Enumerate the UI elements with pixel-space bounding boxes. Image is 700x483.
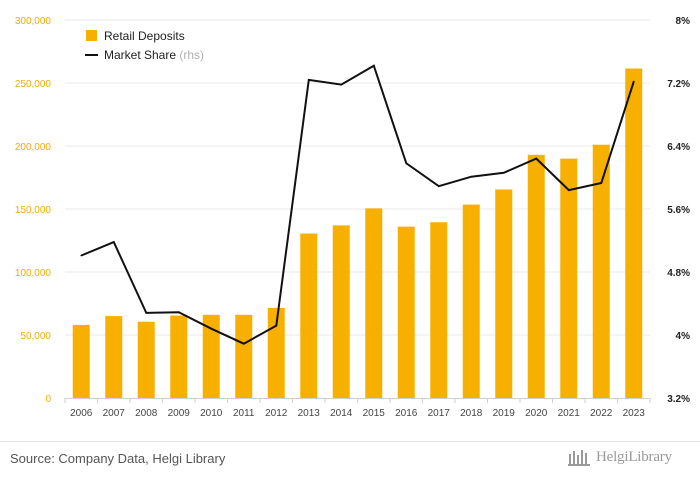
- chart: 0 50,000 100,000 150,000 200,000 250,000 300,0…: [15, 16, 690, 419]
- x-tick-label: 2017: [428, 408, 451, 419]
- line-point: [600, 182, 603, 184]
- x-tick-label: 2014: [330, 408, 353, 419]
- line-point: [275, 324, 278, 327]
- x-tick-label: 2019: [493, 408, 516, 419]
- bar: [267, 307, 285, 398]
- bar: [137, 321, 155, 398]
- x-axis-ticks: 2006 2007 2008 2009 2010 2011 2012 2013 2014 2015…: [70, 408, 645, 419]
- right-axis-ticks: 3.2% 4% 4.8% 5.6% 6.4% 7.2% 8%: [667, 16, 690, 405]
- legend-swatch-retail-deposits: [86, 30, 97, 41]
- left-tick-label: 50,000: [20, 331, 51, 342]
- brand-name: HelgiLibrary: [596, 448, 672, 465]
- line-point: [372, 64, 375, 67]
- left-tick-label: 100,000: [15, 268, 52, 279]
- x-tick-label: 2022: [590, 408, 613, 419]
- right-tick-label: 3.2%: [667, 394, 690, 405]
- left-tick-label: 250,000: [15, 79, 52, 90]
- bar: [105, 316, 123, 398]
- right-tick-label: 5.6%: [667, 205, 690, 216]
- bar: [332, 225, 350, 398]
- right-tick-label: 7.2%: [667, 79, 690, 90]
- line-point: [535, 157, 538, 160]
- left-axis-ticks: 0 50,000 100,000 150,000 200,000 250,000 300,0…: [15, 16, 52, 405]
- left-tick-label: 0: [45, 394, 51, 405]
- line-point: [502, 171, 505, 174]
- line-point: [80, 254, 83, 257]
- x-tick-label: 2012: [265, 408, 288, 419]
- left-tick-label: 300,000: [15, 16, 52, 27]
- bar: [462, 204, 480, 398]
- x-tick-label: 2006: [70, 408, 93, 419]
- bar: [560, 158, 578, 398]
- x-tick-label: 2023: [623, 408, 646, 419]
- legend-label-market-share: Market Share (rhs): [104, 48, 204, 62]
- right-tick-label: 4%: [676, 331, 691, 342]
- x-tick-label: 2011: [233, 408, 255, 419]
- bar: [625, 68, 643, 398]
- line-series-market-share: [80, 64, 635, 345]
- line-point: [145, 312, 148, 314]
- line-point: [112, 241, 115, 243]
- x-tick-label: 2007: [103, 408, 126, 419]
- market-share-line: [80, 64, 635, 345]
- brand-logo: HelgiLibrary: [568, 448, 672, 466]
- bar: [202, 314, 220, 398]
- x-tick-label: 2021: [558, 408, 581, 419]
- bar: [592, 144, 610, 398]
- legend: Retail Deposits Market Share (rhs): [85, 29, 204, 62]
- right-tick-label: 6.4%: [667, 142, 690, 153]
- right-tick-label: 8%: [676, 16, 691, 27]
- line-point: [307, 79, 310, 81]
- legend-note-rhs: (rhs): [179, 48, 204, 62]
- line-point: [470, 175, 473, 178]
- line-point: [405, 162, 408, 165]
- x-tick-label: 2015: [363, 408, 386, 419]
- source-note: Source: Company Data, Helgi Library: [10, 451, 226, 466]
- left-tick-label: 200,000: [15, 142, 52, 153]
- line-point: [210, 327, 213, 330]
- x-tick-label: 2013: [298, 408, 321, 419]
- x-tick-label: 2009: [168, 408, 191, 419]
- bar: [365, 208, 383, 398]
- line-point: [632, 80, 635, 83]
- x-tick-label: 2016: [395, 408, 418, 419]
- x-tick-label: 2008: [135, 408, 158, 419]
- bar: [72, 324, 90, 398]
- grid-lines: [65, 19, 650, 336]
- line-point: [567, 189, 570, 191]
- right-tick-label: 4.8%: [667, 268, 690, 279]
- footer-divider: [0, 441, 700, 442]
- legend-label-retail-deposits: Retail Deposits: [104, 29, 185, 43]
- bar: [495, 189, 513, 398]
- x-tick-label: 2018: [460, 408, 483, 419]
- bar: [170, 315, 188, 398]
- line-point: [340, 83, 343, 86]
- x-axis: [64, 398, 651, 403]
- x-tick-label: 2010: [200, 408, 223, 419]
- bar: [430, 222, 448, 398]
- bar-series-retail-deposits: [72, 68, 643, 398]
- bar: [235, 314, 253, 398]
- bar: [397, 226, 415, 398]
- bar: [527, 154, 545, 398]
- line-point: [242, 342, 245, 345]
- left-tick-label: 150,000: [15, 205, 52, 216]
- library-icon: [568, 450, 590, 466]
- bar: [300, 233, 318, 398]
- line-point: [437, 185, 440, 187]
- x-tick-label: 2020: [525, 408, 548, 419]
- line-point: [177, 311, 180, 313]
